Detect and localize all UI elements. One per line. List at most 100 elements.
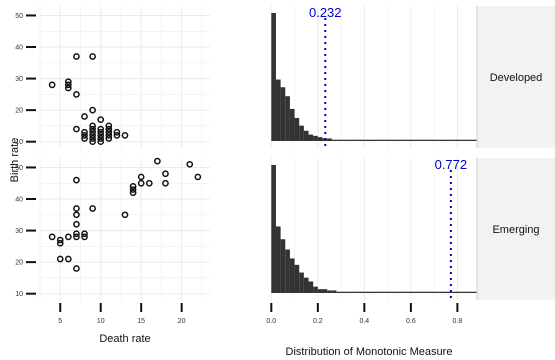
histogram-bar	[280, 239, 286, 293]
data-point	[137, 173, 145, 181]
reference-value-label: 0.772	[435, 157, 468, 172]
scatter-panel-developed: 10 20 30 40 50	[15, 6, 210, 148]
histogram-bar	[434, 139, 439, 141]
histogram-bar	[345, 291, 351, 293]
data-point	[64, 84, 72, 92]
histogram-bar	[457, 291, 463, 293]
histogram-bar	[345, 139, 351, 141]
data-point	[73, 53, 80, 60]
histogram-bar	[369, 291, 374, 293]
data-point	[129, 183, 137, 190]
data-point	[97, 125, 105, 133]
y-tick-label: 20	[15, 260, 23, 267]
scatter-panel-emerging: 10 20 30 40 50	[15, 157, 210, 300]
x-tick-label: 0.6	[406, 318, 416, 325]
histogram-bar	[471, 139, 476, 141]
y-tick-label: 30	[15, 76, 23, 83]
histogram-bar	[359, 291, 365, 293]
y-tick-label: 10	[15, 291, 23, 298]
data-point	[81, 132, 88, 139]
histogram-bar	[299, 272, 304, 293]
data-point	[64, 78, 72, 86]
histogram-bar	[401, 139, 407, 141]
data-point	[73, 220, 80, 228]
facet-strips: Developed Emerging	[476, 6, 555, 300]
scatter-y-axis-title: Birth rate	[9, 138, 21, 183]
x-tick-label: 5	[58, 318, 62, 325]
data-point	[73, 91, 80, 98]
histogram-bar	[308, 134, 314, 141]
data-point	[105, 125, 113, 133]
histogram-bar	[452, 139, 458, 141]
histogram-bar	[448, 139, 453, 141]
data-point	[97, 116, 105, 123]
histogram-bar	[424, 139, 430, 141]
scatter-panel-background	[40, 158, 210, 300]
histogram-bar	[457, 139, 463, 141]
data-point	[81, 233, 88, 241]
histogram-bar	[275, 226, 281, 293]
data-point	[81, 113, 88, 120]
histogram-bar	[336, 139, 342, 141]
data-point	[89, 128, 96, 136]
histogram-bar	[336, 291, 342, 293]
data-point	[73, 233, 80, 241]
data-point	[145, 179, 153, 187]
scatter-panel-background	[40, 6, 210, 148]
histogram-bar	[359, 139, 365, 141]
data-point	[89, 138, 96, 146]
data-point	[89, 125, 96, 133]
strip-label: Developed	[490, 72, 543, 84]
histogram-bar	[438, 291, 444, 293]
histogram-bar	[355, 291, 360, 293]
data-point	[64, 81, 72, 89]
data-point	[73, 265, 80, 272]
histogram-bar	[327, 138, 332, 141]
histogram-bar	[322, 289, 328, 293]
histogram-bar	[341, 139, 346, 141]
histogram-bar	[420, 291, 425, 293]
histogram-bar	[364, 139, 369, 141]
histogram-bar	[410, 291, 416, 293]
data-point	[89, 205, 96, 212]
data-point	[121, 211, 129, 219]
data-point	[73, 125, 80, 133]
strip-label: Emerging	[492, 224, 539, 236]
histogram-bar	[466, 291, 472, 293]
histogram-bar	[443, 291, 449, 293]
histogram-bar	[373, 291, 379, 293]
scatter-x-axis-title: Death rate	[99, 333, 150, 345]
data-point	[89, 106, 96, 114]
histogram-bar	[415, 291, 421, 293]
histogram-bar	[462, 139, 467, 141]
strip-background	[477, 6, 555, 148]
data-point	[73, 211, 80, 219]
data-point	[105, 128, 113, 136]
histogram-bar	[355, 139, 360, 141]
histogram-bar	[415, 139, 421, 141]
histogram-bar	[438, 139, 444, 141]
histogram-bar	[448, 291, 453, 293]
strip-background	[477, 158, 555, 300]
histogram-bar	[299, 125, 304, 141]
histogram-bar	[294, 264, 300, 293]
x-tick-label: 0.2	[313, 318, 323, 325]
y-tick-label: 10	[15, 139, 23, 146]
histogram-bar	[308, 281, 314, 293]
scatter-x-axis: 5 10 15 20	[58, 303, 186, 325]
data-point	[154, 157, 161, 165]
histogram-bar	[271, 13, 276, 141]
histogram-bar	[313, 286, 318, 293]
histogram-bar	[369, 139, 374, 141]
y-tick-label: 20	[15, 108, 23, 115]
data-point	[129, 186, 137, 193]
data-point	[64, 255, 72, 263]
histogram-bar	[327, 290, 332, 293]
histogram-bar	[294, 117, 300, 141]
facet-strip-emerging: Emerging	[476, 158, 555, 300]
histogram-bar	[331, 139, 337, 141]
histogram-bar	[317, 289, 323, 293]
histogram-bar	[401, 291, 407, 293]
histogram-bar	[341, 291, 346, 293]
y-tick-label: 50	[15, 13, 23, 20]
